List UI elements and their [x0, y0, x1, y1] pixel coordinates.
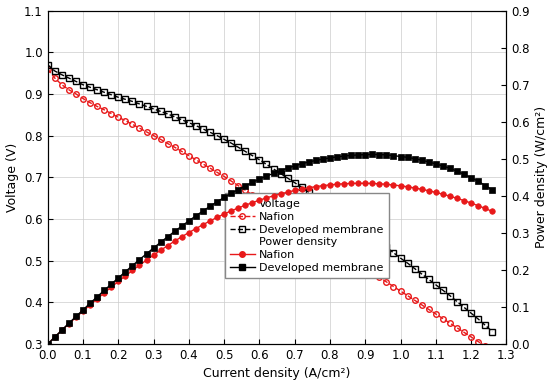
Y-axis label: Power density (W/cm²): Power density (W/cm²) [536, 106, 548, 248]
X-axis label: Current density (A/cm²): Current density (A/cm²) [203, 367, 351, 381]
Y-axis label: Voltage (V): Voltage (V) [6, 143, 18, 212]
Legend: Voltage, Nafion, Developed membrane, Power density, Nafion, Developed membrane: Voltage, Nafion, Developed membrane, Pow… [225, 193, 389, 278]
